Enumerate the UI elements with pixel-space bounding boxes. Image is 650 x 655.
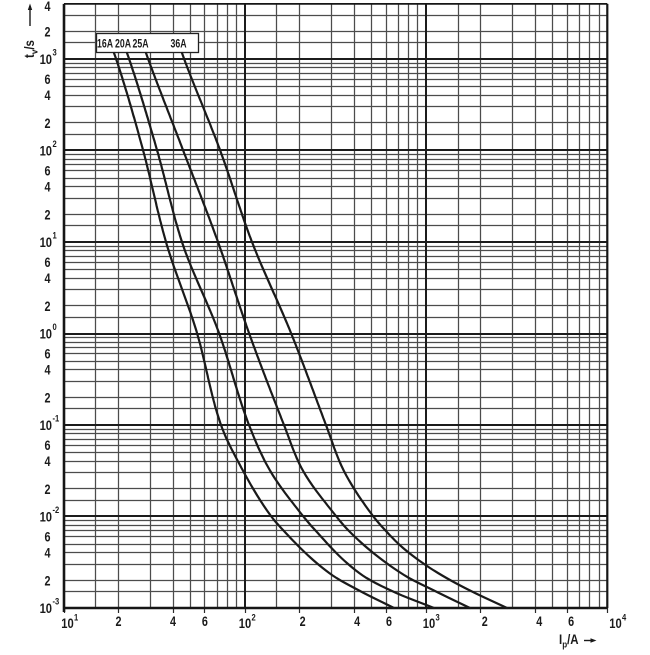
svg-text:3: 3 [53, 47, 57, 58]
svg-text:-2: -2 [53, 504, 60, 515]
svg-text:16A: 16A [97, 38, 114, 50]
svg-text:4: 4 [44, 0, 50, 14]
svg-text:36A: 36A [170, 38, 187, 50]
svg-text:4: 4 [44, 363, 50, 378]
svg-text:6: 6 [202, 614, 208, 629]
svg-text:4: 4 [354, 614, 360, 629]
svg-text:2: 2 [44, 573, 50, 588]
svg-text:1: 1 [74, 612, 78, 623]
svg-text:4: 4 [170, 614, 176, 629]
svg-text:10: 10 [40, 326, 52, 341]
svg-text:2: 2 [44, 390, 50, 405]
svg-text:6: 6 [44, 72, 50, 87]
svg-text:10: 10 [423, 616, 435, 631]
svg-text:4: 4 [622, 612, 626, 623]
svg-text:10: 10 [40, 52, 52, 67]
svg-text:10: 10 [609, 616, 621, 631]
svg-text:2: 2 [53, 138, 57, 149]
svg-text:4: 4 [44, 546, 50, 561]
svg-text:2: 2 [44, 299, 50, 314]
svg-text:tv/s: tv/s [22, 40, 40, 58]
svg-text:2: 2 [44, 482, 50, 497]
svg-text:3: 3 [436, 612, 440, 623]
svg-text:2: 2 [44, 24, 50, 39]
svg-text:2: 2 [300, 614, 306, 629]
svg-text:0: 0 [53, 321, 57, 332]
svg-text:1: 1 [53, 230, 57, 241]
svg-text:10: 10 [61, 616, 73, 631]
svg-text:4: 4 [44, 88, 50, 103]
svg-text:4: 4 [44, 454, 50, 469]
svg-text:4: 4 [536, 614, 542, 629]
svg-text:10: 10 [40, 235, 52, 250]
svg-text:6: 6 [44, 346, 50, 361]
svg-text:6: 6 [568, 614, 574, 629]
svg-text:4: 4 [44, 180, 50, 195]
svg-text:-3: -3 [53, 596, 60, 607]
svg-text:Ip/A: Ip/A [559, 632, 579, 650]
svg-text:20A: 20A [115, 38, 132, 50]
svg-text:10: 10 [40, 143, 52, 158]
svg-text:6: 6 [44, 529, 50, 544]
svg-text:10: 10 [40, 418, 52, 433]
svg-text:4: 4 [44, 271, 50, 286]
svg-text:2: 2 [252, 612, 256, 623]
svg-text:2: 2 [44, 116, 50, 131]
svg-text:10: 10 [40, 601, 52, 616]
svg-text:10: 10 [239, 616, 251, 631]
svg-text:-1: -1 [53, 413, 60, 424]
svg-text:2: 2 [482, 614, 488, 629]
svg-text:6: 6 [44, 438, 50, 453]
svg-text:2: 2 [115, 614, 121, 629]
svg-text:6: 6 [386, 614, 392, 629]
svg-text:6: 6 [44, 255, 50, 270]
svg-text:10: 10 [40, 509, 52, 524]
svg-text:25A: 25A [132, 38, 149, 50]
svg-text:2: 2 [44, 207, 50, 222]
svg-text:6: 6 [44, 163, 50, 178]
